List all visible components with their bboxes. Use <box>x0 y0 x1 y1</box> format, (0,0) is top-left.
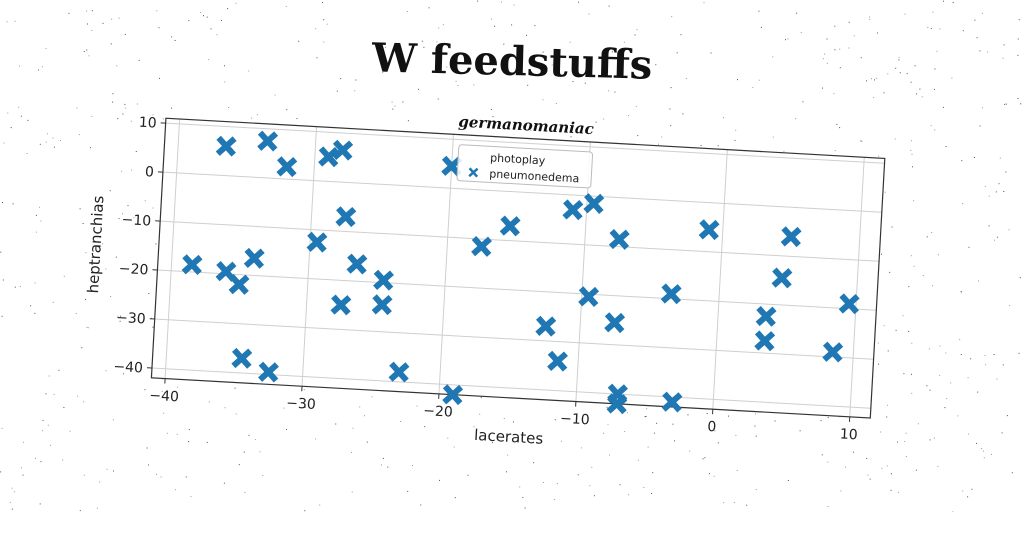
x-tick-label: −10 <box>560 411 590 429</box>
x-tick-label: −20 <box>423 403 453 421</box>
noise-speck <box>1019 19 1020 20</box>
y-tick-label: 0 <box>145 164 155 180</box>
noise-speck <box>953 2 954 3</box>
noise-speck <box>982 13 983 14</box>
chart-subtitle: germanomaniac <box>458 113 594 139</box>
noise-speck <box>97 508 98 509</box>
noise-speck <box>14 491 15 492</box>
x-tick-label: −30 <box>286 395 316 413</box>
y-tick-label: 10 <box>138 115 157 132</box>
y-axis-label: heptranchias <box>84 195 107 294</box>
noise-speck <box>7 21 8 22</box>
noise-speck <box>943 1 944 2</box>
noise-speck <box>796 13 797 14</box>
y-tick-label: −40 <box>113 359 143 377</box>
y-tick-label: −10 <box>121 212 151 230</box>
noise-speck <box>905 14 906 15</box>
noise-speck <box>12 509 13 510</box>
noise-speck <box>704 2 705 3</box>
noise-speck <box>10 502 11 503</box>
noise-speck <box>12 488 13 489</box>
noise-speck <box>933 12 934 13</box>
x-tick-label: 0 <box>707 419 717 435</box>
noise-speck <box>319 505 320 506</box>
noise-speck <box>3 143 4 144</box>
y-tick-label: −20 <box>118 261 148 279</box>
noise-speck <box>40 503 41 504</box>
x-tick-label: −40 <box>149 388 179 406</box>
noise-speck <box>758 11 759 12</box>
x-axis-label: lacerates <box>474 426 544 448</box>
noise-speck <box>190 496 191 497</box>
x-tick-label: 10 <box>839 426 858 443</box>
noise-speck <box>974 20 975 21</box>
y-tick-label: −30 <box>116 310 146 328</box>
noise-speck <box>304 510 305 511</box>
noise-speck <box>869 17 870 18</box>
noise-speck <box>80 510 81 511</box>
